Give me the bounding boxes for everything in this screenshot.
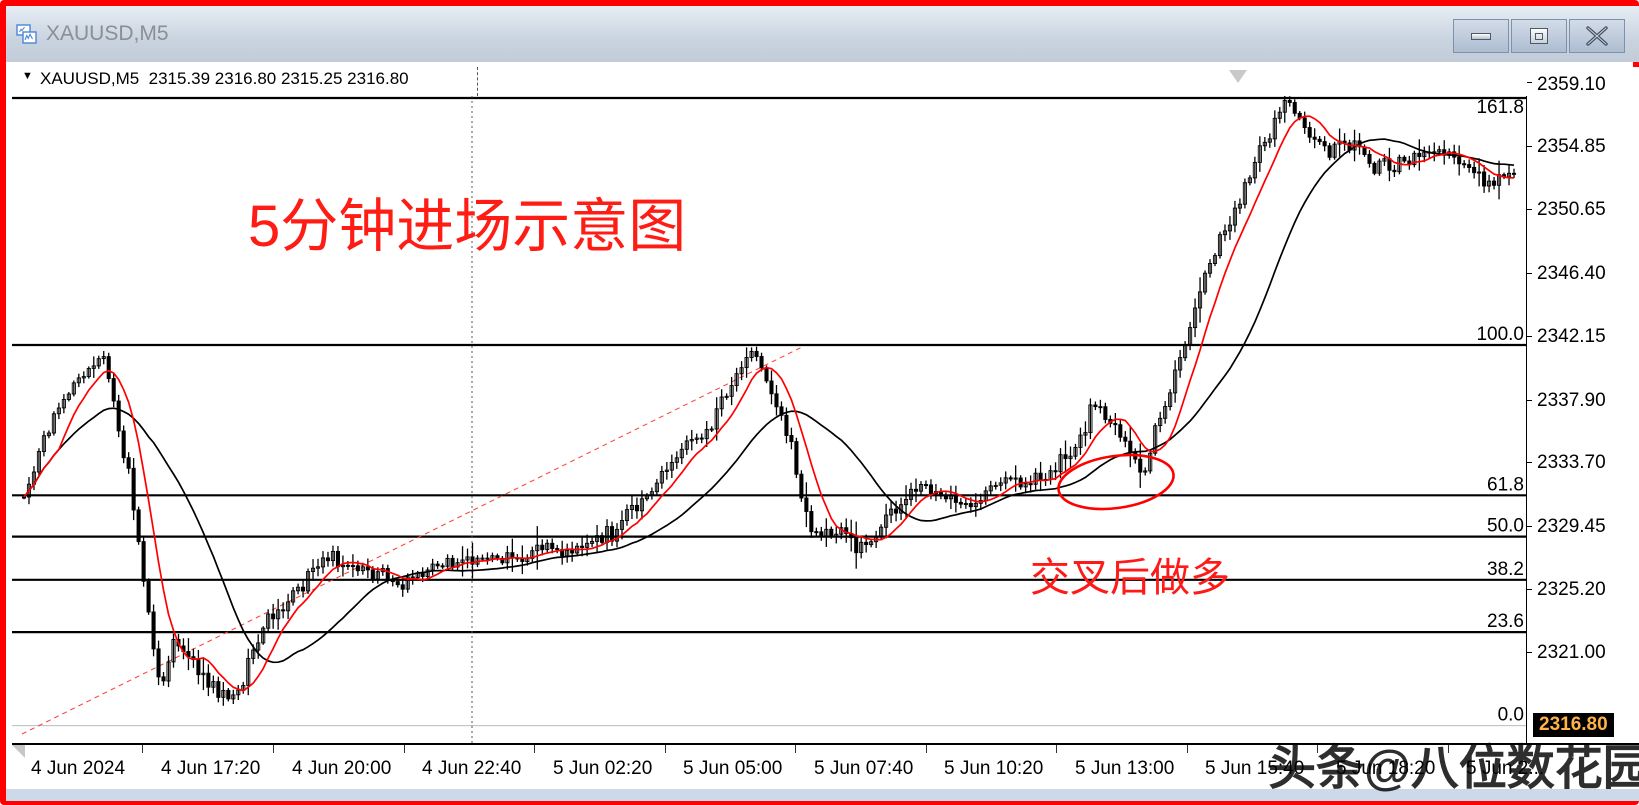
svg-text:61.8: 61.8 [1487,474,1524,495]
svg-text:50.0: 50.0 [1487,516,1524,537]
svg-text:交叉后做多: 交叉后做多 [1030,556,1230,600]
svg-text:100.0: 100.0 [1476,324,1524,345]
svg-text:161.8: 161.8 [1476,97,1524,118]
svg-text:5分钟进场示意图: 5分钟进场示意图 [248,194,686,259]
svg-text:38.2: 38.2 [1487,559,1524,580]
svg-text:0.0: 0.0 [1498,705,1524,726]
svg-text:23.6: 23.6 [1487,611,1524,632]
